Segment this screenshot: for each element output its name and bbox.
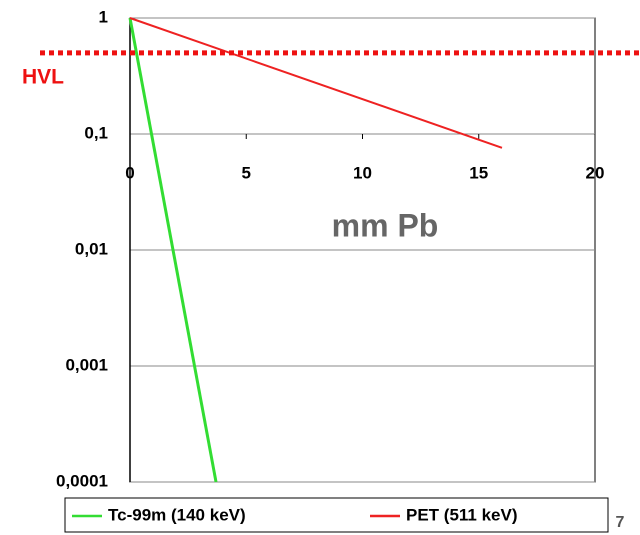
legend-label: PET (511 keV) <box>406 505 518 524</box>
legend-box <box>64 497 609 533</box>
x-axis-label: mm Pb <box>332 207 439 243</box>
x-tick-label: 10 <box>353 163 372 182</box>
x-tick-label: 15 <box>469 163 488 182</box>
legend-label: Tc-99m (140 keV) <box>108 505 246 524</box>
y-tick-label: 0,0001 <box>56 471 108 490</box>
series-line <box>128 17 218 483</box>
y-tick-label: 1 <box>99 7 108 26</box>
y-tick-label: 0,01 <box>75 239 108 258</box>
page-number: 7 <box>616 514 625 531</box>
x-tick-label: 5 <box>242 163 251 182</box>
y-tick-label: 0,1 <box>84 123 108 142</box>
y-tick-label: 0,001 <box>65 355 108 374</box>
x-tick-label: 20 <box>586 163 605 182</box>
series-line <box>129 17 503 149</box>
hvl-label: HVL <box>22 65 64 88</box>
